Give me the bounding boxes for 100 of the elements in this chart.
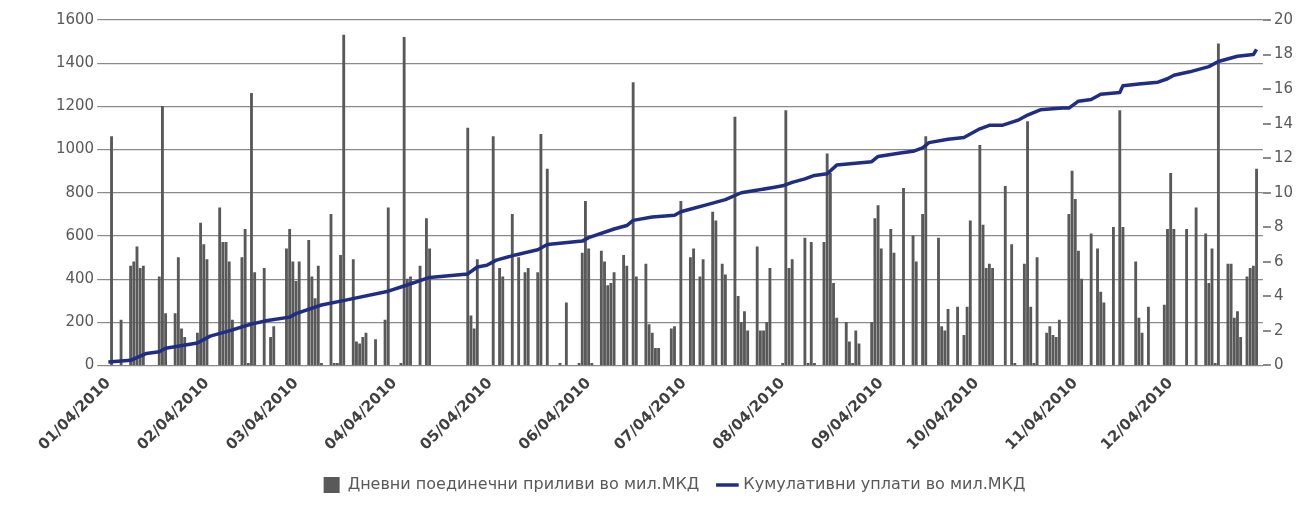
bar: [825, 153, 829, 366]
bar: [1134, 261, 1138, 366]
bar: [790, 259, 794, 366]
bar: [755, 246, 759, 366]
bar: [657, 347, 661, 366]
bar: [889, 229, 893, 366]
bar: [1236, 311, 1239, 366]
bar: [1169, 172, 1173, 366]
y-tick-label: 800: [65, 182, 95, 201]
bar: [1070, 170, 1074, 366]
bar: [361, 337, 365, 366]
bar: [1048, 326, 1052, 366]
bar: [307, 239, 311, 366]
bar: [545, 168, 549, 366]
bar: [809, 242, 813, 366]
bar: [288, 229, 292, 366]
bar: [1035, 257, 1039, 366]
y2-tick-label: 18: [1273, 44, 1294, 63]
y2-tick-label: 14: [1273, 113, 1294, 132]
bar: [402, 36, 406, 366]
y-tick-label: 400: [65, 269, 95, 287]
bar: [218, 207, 222, 366]
bar: [631, 82, 635, 366]
bar: [679, 201, 683, 366]
y-tick-label: 0: [84, 355, 95, 374]
y2-tick-label: 10: [1273, 182, 1294, 201]
bar: [924, 136, 928, 366]
bar: [612, 272, 616, 366]
y2-tick-label: 2: [1273, 320, 1284, 339]
bar: [720, 263, 724, 366]
bar: [424, 218, 428, 366]
bar: [466, 127, 470, 366]
bar: [987, 263, 991, 366]
bar: [784, 110, 788, 366]
bar: [902, 188, 905, 366]
bar: [316, 265, 320, 366]
bar: [1096, 248, 1099, 366]
y2-tick-label: 6: [1273, 251, 1284, 270]
y-tick-label: 1000: [55, 139, 95, 158]
bar: [1111, 226, 1115, 366]
bar: [250, 93, 253, 366]
bar: [351, 259, 355, 366]
bar: [1010, 244, 1014, 366]
bar: [129, 265, 133, 366]
bar: [386, 207, 390, 366]
bar: [564, 302, 568, 366]
bar: [1216, 43, 1220, 366]
bar: [803, 237, 807, 366]
bar: [937, 237, 940, 366]
bar: [844, 321, 848, 366]
y-tick-label: 1400: [55, 53, 95, 72]
bar: [161, 106, 164, 366]
bar: [968, 220, 972, 366]
bar: [1026, 121, 1029, 366]
bar: [110, 136, 113, 366]
bar: [199, 222, 203, 366]
bar: [262, 267, 266, 366]
bar: [854, 330, 858, 366]
bar: [1089, 233, 1093, 366]
bar: [1118, 110, 1122, 366]
bar: [1003, 185, 1007, 366]
bar: [243, 229, 247, 366]
bar: [768, 267, 772, 366]
bar: [517, 257, 521, 366]
bar: [526, 267, 530, 366]
bar: [1194, 207, 1198, 366]
bar: [141, 265, 145, 366]
bar: [669, 328, 673, 366]
y2-tick-label: 16: [1273, 78, 1294, 97]
bar: [1229, 263, 1233, 366]
y-tick-label: 1600: [55, 9, 95, 28]
bar: [1185, 229, 1189, 366]
bar: [743, 311, 746, 366]
bar: [176, 257, 180, 366]
bar: [491, 136, 495, 366]
bar: [991, 267, 994, 366]
bar: [622, 255, 626, 366]
legend-label: Дневни поединечни приливи во мил.МКД: [347, 474, 700, 494]
bar: [701, 259, 705, 366]
bar: [1226, 263, 1230, 366]
bar: [119, 319, 123, 366]
y2-tick-label: 4: [1273, 286, 1284, 305]
bar: [1204, 233, 1208, 366]
bar: [692, 248, 696, 366]
bar: [409, 276, 412, 366]
bar: [475, 259, 479, 366]
bar: [1057, 319, 1061, 366]
bar: [498, 267, 501, 366]
bar: [1255, 168, 1258, 366]
bar: [1146, 306, 1150, 366]
y-tick-label: 200: [65, 312, 95, 331]
y2-tick-label: 0: [1273, 355, 1284, 374]
bar: [374, 339, 377, 366]
bar: [539, 134, 543, 366]
bar: [342, 34, 346, 366]
bar: [510, 214, 514, 366]
bar: [272, 326, 276, 366]
y-tick-label: 1200: [55, 96, 95, 115]
legend-label: Кумулативни уплати во мил.МКД: [743, 474, 1026, 494]
y-tick-label: 600: [65, 225, 95, 244]
